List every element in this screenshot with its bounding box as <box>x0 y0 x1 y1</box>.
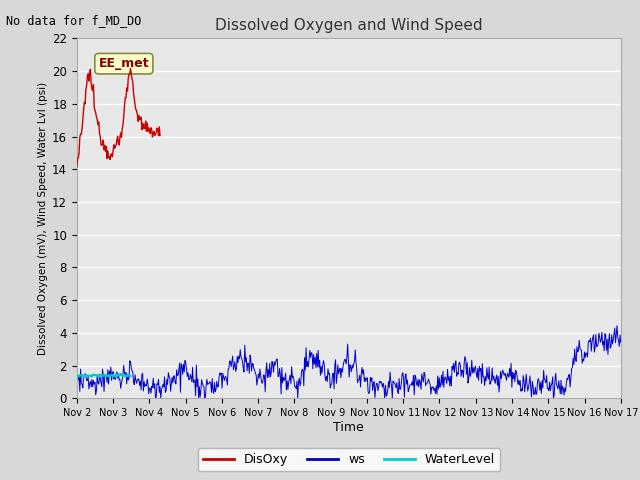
Title: Dissolved Oxygen and Wind Speed: Dissolved Oxygen and Wind Speed <box>215 18 483 33</box>
ws <box>83 378 90 384</box>
X-axis label: Time: Time <box>333 421 364 434</box>
ws <box>73 375 81 381</box>
WaterLevel <box>118 371 125 377</box>
DisOxy <box>127 66 134 72</box>
ws <box>416 377 424 383</box>
ws <box>195 396 202 401</box>
Line: ws: ws <box>77 326 621 398</box>
WaterLevel <box>104 373 111 379</box>
WaterLevel <box>110 373 118 379</box>
DisOxy <box>92 110 100 116</box>
Y-axis label: Dissolved Oxygen (mV), Wind Speed, Water Lvl (psi): Dissolved Oxygen (mV), Wind Speed, Water… <box>38 82 48 355</box>
Line: WaterLevel: WaterLevel <box>77 374 131 377</box>
DisOxy <box>94 122 102 128</box>
DisOxy <box>111 143 119 149</box>
WaterLevel <box>73 372 81 378</box>
ws <box>431 390 439 396</box>
DisOxy <box>154 126 161 132</box>
DisOxy <box>73 164 81 170</box>
Text: No data for f_MD_DO: No data for f_MD_DO <box>6 14 142 27</box>
ws <box>613 323 621 329</box>
WaterLevel <box>81 372 89 378</box>
ws <box>223 382 231 388</box>
DisOxy <box>122 95 129 101</box>
WaterLevel <box>124 372 131 378</box>
Line: DisOxy: DisOxy <box>77 69 160 167</box>
WaterLevel <box>80 374 88 380</box>
ws <box>139 370 147 376</box>
WaterLevel <box>127 373 134 379</box>
DisOxy <box>104 148 111 154</box>
Legend: DisOxy, ws, WaterLevel: DisOxy, ws, WaterLevel <box>198 448 500 471</box>
DisOxy <box>156 132 164 138</box>
WaterLevel <box>108 372 115 378</box>
Text: EE_met: EE_met <box>99 57 149 70</box>
ws <box>152 396 159 401</box>
WaterLevel <box>92 372 100 377</box>
ws <box>617 339 625 345</box>
